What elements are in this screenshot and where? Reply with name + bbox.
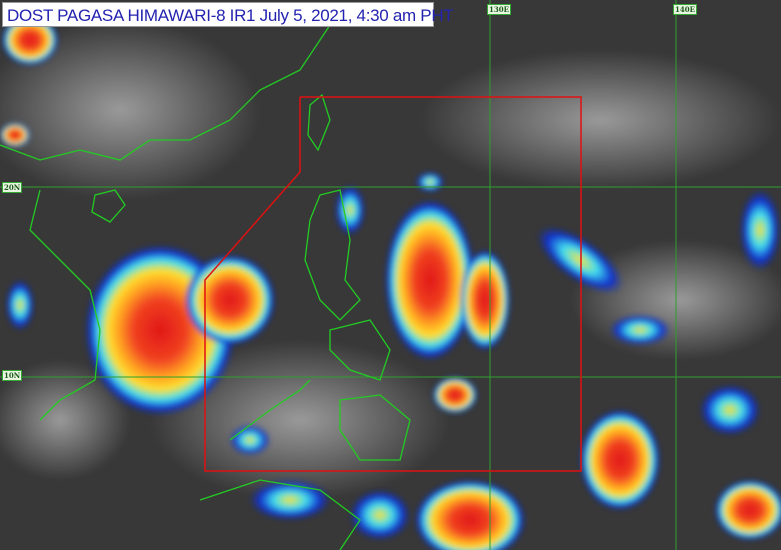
label-130e: 130E [487, 4, 511, 15]
image-title: DOST PAGASA HIMAWARI-8 IR1 July 5, 2021,… [2, 2, 454, 27]
label-10n: 10N [2, 370, 23, 381]
par-boundary [204, 96, 582, 472]
storm-cluster-east [385, 200, 475, 360]
coastlines [0, 24, 411, 550]
label-20n: 20N [2, 182, 23, 193]
cloud-haze [0, 20, 781, 500]
indochina-coast [29, 189, 101, 421]
mindanao-coast [339, 394, 411, 461]
visayas-coast [329, 319, 391, 381]
luzon-coast [304, 189, 361, 321]
palawan-coast [229, 379, 311, 441]
hainan-coast [91, 189, 126, 223]
label-140e: 140E [673, 4, 697, 15]
china-coast [0, 24, 331, 161]
borneo-coast [199, 479, 361, 550]
